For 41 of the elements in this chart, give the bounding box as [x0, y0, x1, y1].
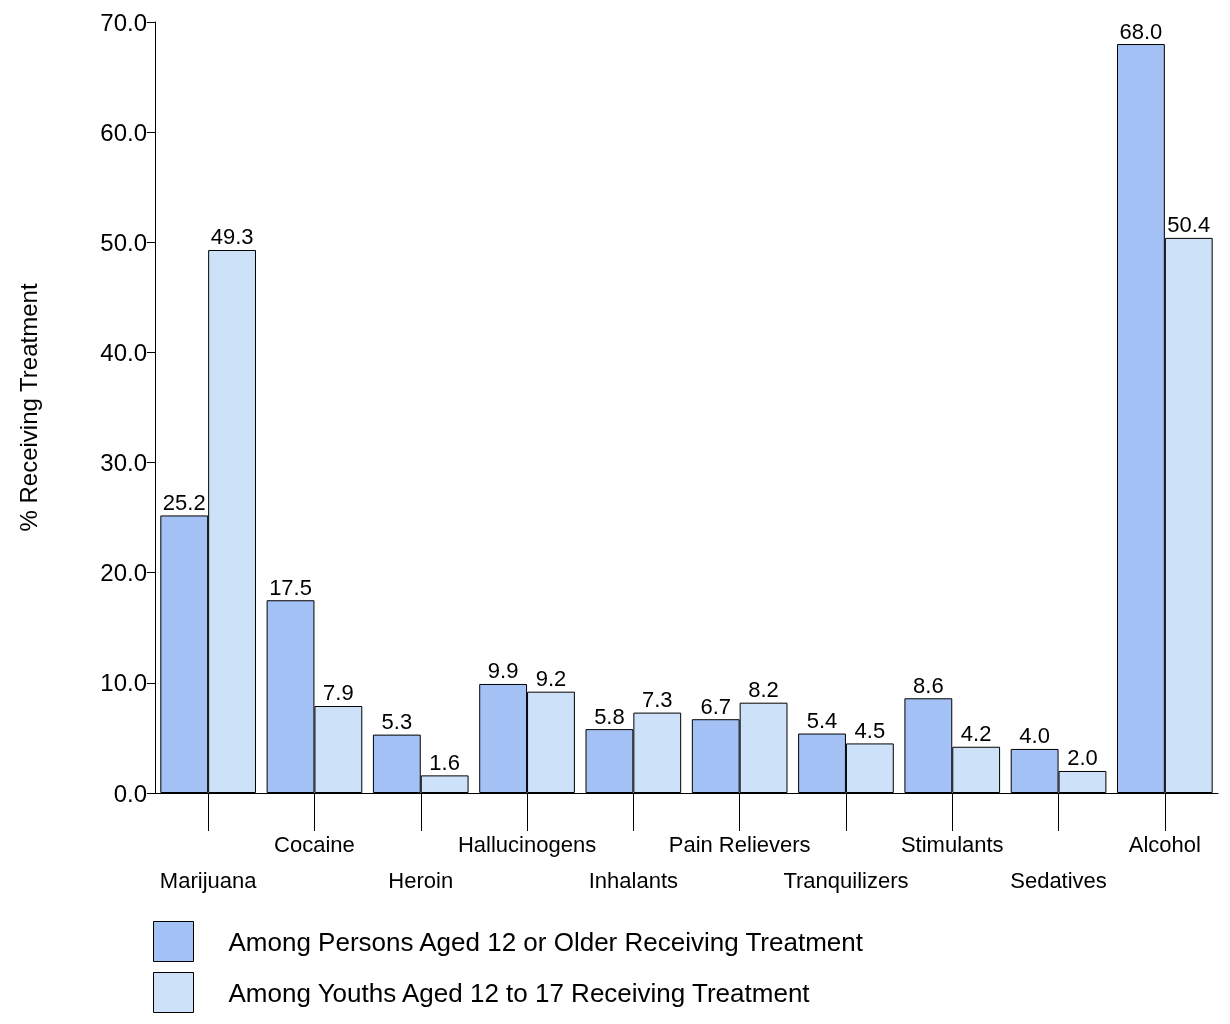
data-label: 9.2: [535, 666, 567, 692]
x-tick-label: Alcohol: [1128, 831, 1201, 857]
data-label: 17.5: [269, 574, 312, 600]
y-tick-label: 40.0: [100, 338, 147, 366]
legend-label: Among Youths Aged 12 to 17 Receiving Treatment: [228, 977, 811, 1008]
data-label: 68.0: [1119, 18, 1163, 44]
data-label: 7.3: [641, 687, 673, 713]
x-tick-label: Pain Relievers: [668, 831, 811, 857]
x-tick-label: Marijuana: [159, 867, 258, 893]
data-label: 5.3: [381, 709, 413, 735]
x-tick-label: Stimulants: [900, 831, 1004, 857]
y-tick-label: 50.0: [100, 228, 147, 256]
data-label: 4.5: [854, 717, 886, 743]
x-tick-label: Sedatives: [1010, 867, 1107, 893]
y-tick-label: 60.0: [100, 118, 147, 146]
x-tick-label: Hallucinogens: [457, 831, 597, 857]
data-label: 9.9: [487, 658, 519, 684]
y-tick-label: 70.0: [100, 8, 147, 36]
data-label: 4.0: [1019, 723, 1050, 749]
data-label: 6.7: [700, 693, 732, 719]
data-label: 5.8: [594, 703, 625, 729]
x-tick-label: Inhalants: [588, 867, 678, 893]
y-tick-label: 20.0: [100, 559, 147, 587]
data-label: 49.3: [210, 224, 254, 250]
y-axis-title: % Receiving Treatment: [14, 283, 42, 532]
x-tick-label: Cocaine: [274, 831, 355, 857]
data-label: 1.6: [429, 749, 460, 775]
y-tick-label: 30.0: [100, 449, 147, 477]
x-tick-label: Heroin: [388, 867, 454, 893]
legend-label: Among Persons Aged 12 or Older Receiving Treatment: [228, 926, 864, 957]
data-label: 25.2: [162, 489, 206, 515]
data-label: 4.2: [960, 721, 992, 747]
y-tick-label: 10.0: [100, 669, 147, 697]
x-tick-label: Tranquilizers: [783, 867, 909, 893]
data-label: 7.9: [323, 680, 354, 706]
y-tick-label: 0.0: [113, 779, 147, 807]
data-label: 2.0: [1067, 745, 1098, 771]
data-label: 50.4: [1167, 212, 1211, 238]
data-label: 8.2: [748, 677, 779, 703]
data-label: 8.6: [913, 672, 944, 698]
data-label: 5.4: [806, 708, 838, 734]
